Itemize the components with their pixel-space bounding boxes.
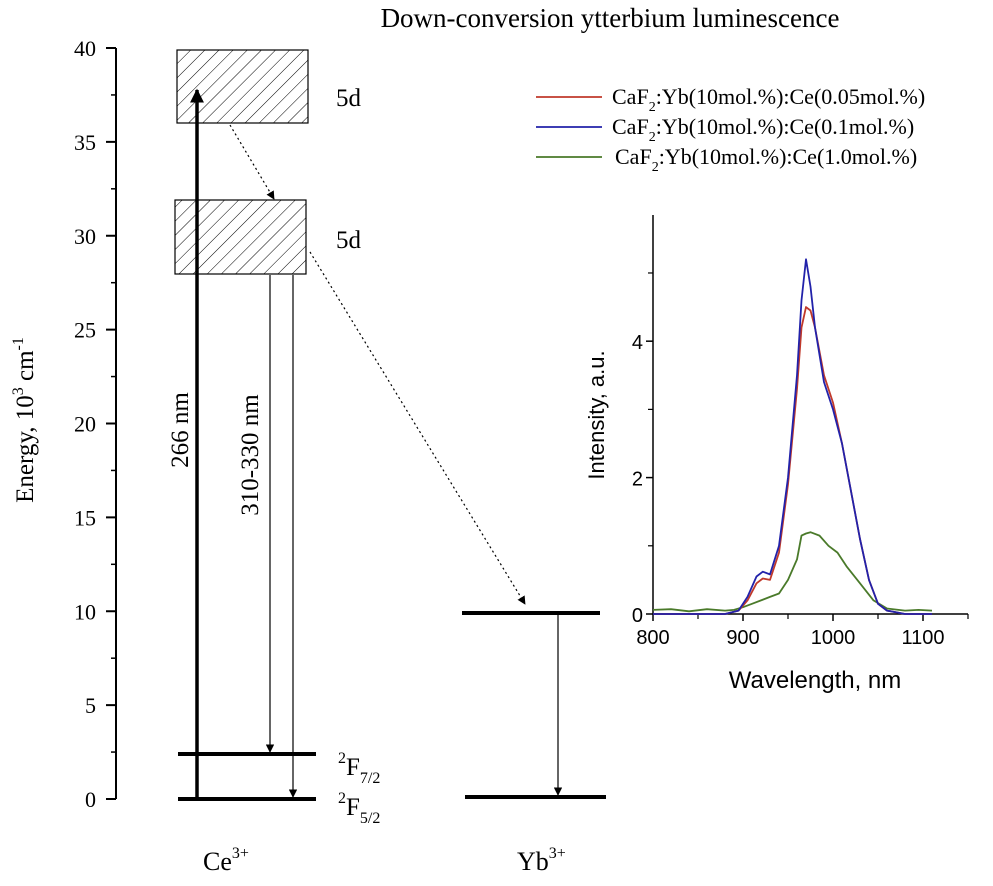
inset-x-tick-label: 800 xyxy=(636,627,669,649)
energy-tick-label: 35 xyxy=(74,130,96,155)
energy-tick-label: 20 xyxy=(74,412,96,437)
energy-tick-label: 40 xyxy=(74,36,96,61)
excitation-label: 266 nm xyxy=(167,392,194,468)
energy-tick-label: 25 xyxy=(74,318,96,343)
yb-ion-label: Yb3+ xyxy=(517,845,566,876)
inset-x-tick-label: 900 xyxy=(726,627,759,649)
legend-entry: CaF2:Yb(10mol.%):Ce(0.05mol.%) xyxy=(612,84,925,115)
relaxation-arrow xyxy=(229,124,275,200)
ce-5d-lower-band xyxy=(174,199,307,275)
inset-spectrum-chart: 800 900 1000 1100 0 2 4 xyxy=(632,215,969,649)
ce-2f52-label: 2F5/2 xyxy=(338,790,380,827)
figure-title: Down-conversion ytterbium luminescence xyxy=(381,3,840,33)
energy-tick-label: 10 xyxy=(74,599,96,624)
ce-5d-upper-band xyxy=(176,49,309,124)
inset-x-tick-label: 1000 xyxy=(811,627,856,649)
energy-tick-label: 0 xyxy=(85,787,96,812)
legend-entry: CaF2:Yb(10mol.%):Ce(0.1mol.%) xyxy=(612,114,914,145)
ce-5d-lower-label: 5d xyxy=(336,227,362,254)
emission-label: 310-330 nm xyxy=(237,394,264,516)
inset-x-tick-label: 1100 xyxy=(901,627,944,649)
energy-tick-label: 15 xyxy=(74,505,96,530)
spectrum-series-line xyxy=(652,531,933,613)
ce-2f72-label: 2F7/2 xyxy=(338,750,380,787)
inset-x-axis-label: Wavelength, nm xyxy=(729,667,902,694)
inset-y-tick-label: 0 xyxy=(632,605,643,627)
inset-y-axis-label: Intensity, a.u. xyxy=(584,350,609,479)
inset-y-tick-label: 2 xyxy=(632,469,643,491)
spectrum-series-line xyxy=(653,258,932,615)
energy-tick-label: 30 xyxy=(74,224,96,249)
energy-axis: 0 5 10 15 20 25 30 35 40 xyxy=(74,36,117,812)
inset-y-tick-label: 4 xyxy=(632,332,643,354)
ce-ion-label: Ce3+ xyxy=(203,845,249,876)
energy-transfer-arrow xyxy=(309,251,526,605)
legend: CaF2:Yb(10mol.%):Ce(0.05mol.%)CaF2:Yb(10… xyxy=(536,84,925,175)
legend-entry: CaF2:Yb(10mol.%):Ce(1.0mol.%) xyxy=(615,144,917,175)
energy-axis-label: Energy, 103 cm-1 xyxy=(10,337,39,503)
energy-tick-label: 5 xyxy=(85,693,96,718)
ce-5d-upper-label: 5d xyxy=(336,85,362,112)
